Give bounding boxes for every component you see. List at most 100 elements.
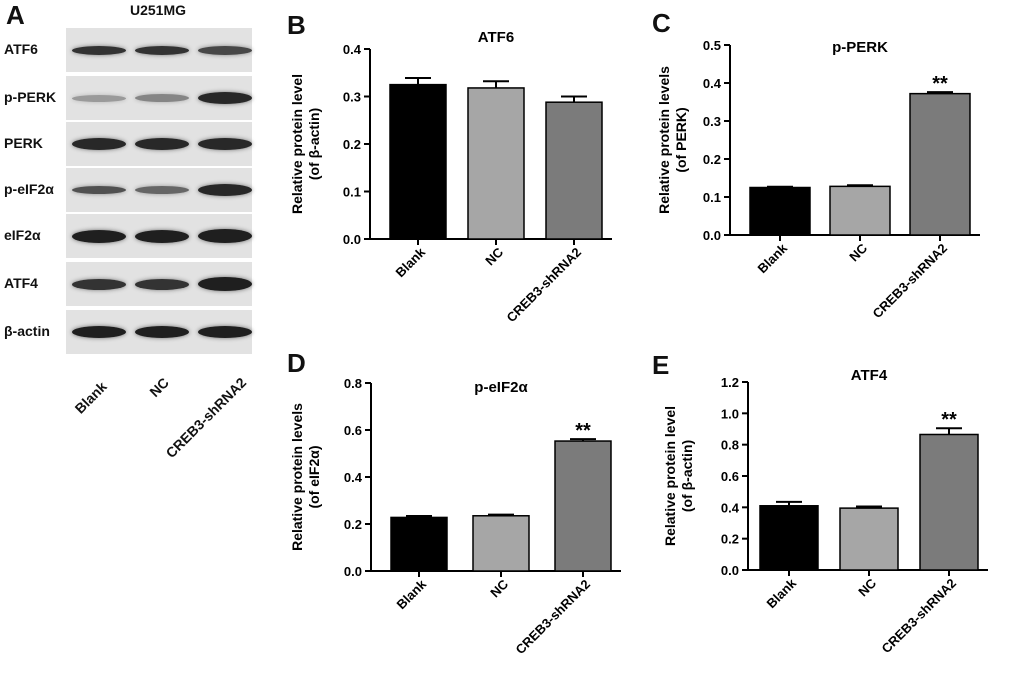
y-tick-label: 0.2 <box>343 137 361 152</box>
blot-strip <box>66 168 252 212</box>
bar <box>749 186 811 236</box>
y-axis-label-line2: (of eIF2α) <box>306 445 322 508</box>
chart-title: ATF4 <box>851 367 888 384</box>
blot-protein-label: β-actin <box>4 323 50 339</box>
chart-atf4: ATF4 0.0 0.2 0.4 0.6 0.8 1.0 1.2 Relative protei… <box>662 367 988 657</box>
blot-protein-label: ATF4 <box>4 275 38 291</box>
blot-strip <box>66 122 252 166</box>
x-tick-label: NC <box>846 240 870 264</box>
y-tick-label: 0.2 <box>344 517 362 532</box>
panel-letter-c: C <box>652 8 671 38</box>
x-tick-label: CREB3-shRNA2 <box>504 245 585 326</box>
blot-protein-label: ATF6 <box>4 41 38 57</box>
y-tick-label: 0.6 <box>721 469 739 484</box>
y-axis-label-line2: (of β-actin) <box>306 108 322 180</box>
bar <box>829 185 891 236</box>
y-tick-label: 0.4 <box>721 500 740 515</box>
y-tick-label: 0.8 <box>721 438 739 453</box>
blot-band <box>72 138 126 150</box>
y-tick-label: 0.4 <box>344 470 363 485</box>
y-tick-label: 0.6 <box>344 423 362 438</box>
panel-letter-d: D <box>287 348 306 378</box>
significance-marker: ** <box>575 420 591 442</box>
panel-letter-a: A <box>6 0 25 30</box>
bar <box>390 516 448 572</box>
y-axis-label-line2: (of PERK) <box>673 107 689 172</box>
y-tick-label: 0.2 <box>721 532 739 547</box>
y-tick-label: 0.3 <box>703 114 721 129</box>
bar <box>759 505 819 571</box>
x-tick-label: CREB3-shRNA2 <box>513 577 594 658</box>
blot-lane-label: CREB3-shRNA2 <box>162 374 250 462</box>
blot-band <box>135 278 189 290</box>
chart-title: p-PERK <box>832 39 888 56</box>
bar <box>919 433 979 571</box>
x-tick-label: Blank <box>763 575 799 611</box>
chart-atf6: ATF6 0.0 0.1 0.2 0.3 0.4 Relative protein leve… <box>289 29 612 326</box>
bar <box>545 101 603 240</box>
bar <box>909 92 971 236</box>
y-tick-label: 0.1 <box>703 190 721 205</box>
blot-strip <box>66 28 252 72</box>
y-tick-label: 0.0 <box>343 232 361 247</box>
blot-band <box>135 186 189 194</box>
x-tick-label: NC <box>855 575 879 599</box>
x-tick-label: Blank <box>392 244 428 280</box>
bar <box>467 87 525 240</box>
blot-band <box>198 184 252 196</box>
blot-band <box>198 92 252 104</box>
blot-strip <box>66 76 252 120</box>
blot-band <box>72 278 126 290</box>
y-tick-label: 0.0 <box>344 564 362 579</box>
y-axis-label-line1: Relative protein levels <box>656 66 672 214</box>
bar <box>389 83 447 240</box>
panel-letter-b: B <box>287 10 306 40</box>
blot-band <box>72 326 126 338</box>
y-axis-label-line1: Relative protein levels <box>289 403 305 551</box>
bar <box>472 515 530 572</box>
y-tick-label: 1.0 <box>721 406 739 421</box>
blot-band <box>135 94 189 102</box>
significance-marker: ** <box>932 73 948 95</box>
blot-band <box>198 277 252 291</box>
blot-strip <box>66 262 252 306</box>
blot-protein-label: eIF2α <box>4 227 41 243</box>
blot-lane-label: Blank <box>71 378 110 417</box>
x-tick-label: CREB3-shRNA2 <box>870 241 951 322</box>
y-tick-label: 0.2 <box>703 152 721 167</box>
x-tick-label: NC <box>487 576 511 600</box>
blot-band <box>198 229 252 243</box>
blot-protein-label: p-eIF2α <box>4 181 54 197</box>
y-axis-label-line1: Relative protein level <box>662 406 678 546</box>
chart-title: ATF6 <box>478 29 514 46</box>
y-axis-label-line1: Relative protein level <box>289 74 305 214</box>
blot-band <box>135 326 189 338</box>
blot-strip <box>66 310 252 354</box>
blot-band <box>72 229 126 243</box>
blot-strip <box>66 214 252 258</box>
blot-band <box>135 45 189 55</box>
chart-p-perk: p-PERK 0.0 0.1 0.2 0.3 0.4 0.5 Relative protein… <box>656 38 980 322</box>
x-tick-label: NC <box>482 244 506 268</box>
x-tick-label: Blank <box>754 240 790 276</box>
y-tick-label: 0.1 <box>343 185 361 200</box>
blot-band <box>198 45 252 55</box>
x-tick-label: CREB3-shRNA2 <box>879 576 960 657</box>
y-tick-label: 0.3 <box>343 90 361 105</box>
blot-protein-label: p-PERK <box>4 89 57 105</box>
y-axis-label-line2: (of β-actin) <box>679 440 695 512</box>
blot-band <box>72 186 126 194</box>
x-tick-label: Blank <box>393 576 429 612</box>
significance-marker: ** <box>941 409 957 431</box>
blot-protein-label: PERK <box>4 135 43 151</box>
blot-band <box>135 138 189 150</box>
blot-band <box>198 138 252 150</box>
y-tick-label: 0.0 <box>721 563 739 578</box>
y-tick-label: 0.4 <box>343 42 362 57</box>
chart-p-eif2a: p-eIF2α 0.0 0.2 0.4 0.6 0.8 Relative protein l… <box>289 376 621 658</box>
y-tick-label: 1.2 <box>721 375 739 390</box>
y-tick-label: 0.4 <box>703 76 722 91</box>
chart-title: p-eIF2α <box>474 379 528 396</box>
blot-band <box>72 45 126 55</box>
cell-line-label: U251MG <box>130 2 187 18</box>
